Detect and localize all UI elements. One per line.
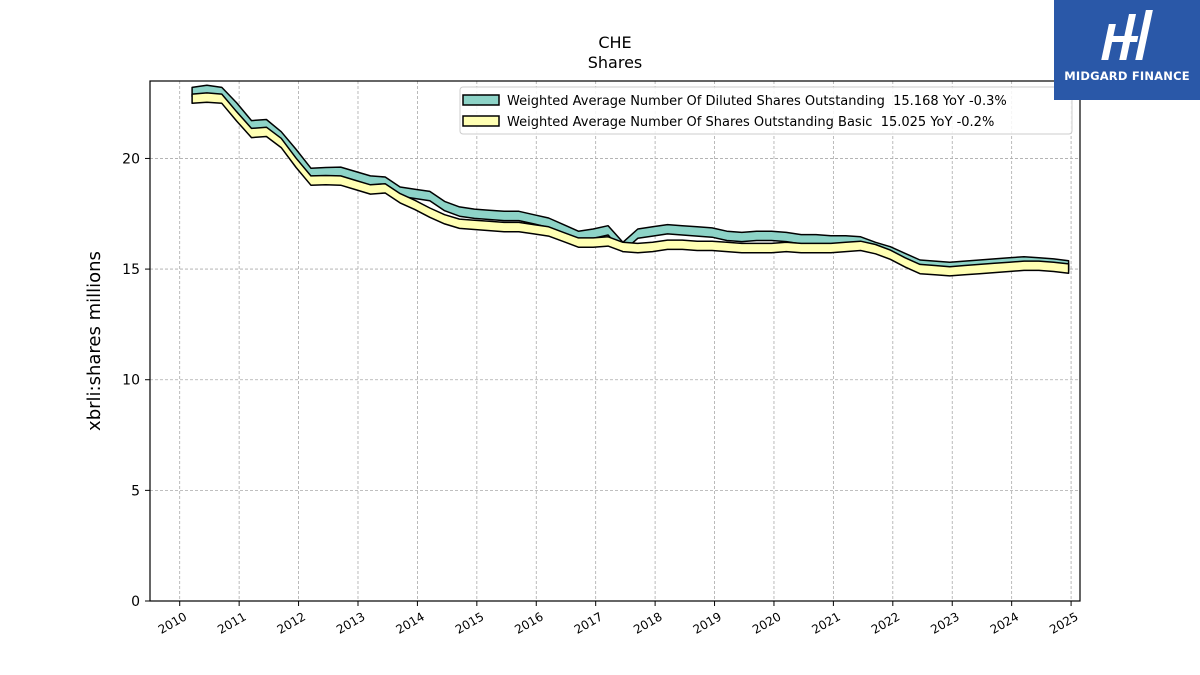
x-tick-label: 2025	[1047, 609, 1080, 636]
legend-frame	[459, 86, 1073, 135]
brand-logo: MIDGARD FINANCE	[1054, 0, 1200, 100]
legend-swatch-basic	[462, 115, 500, 127]
x-tick-label: 2022	[869, 609, 902, 636]
x-tick-label: 2015	[453, 609, 486, 636]
y-tick-label: 5	[131, 483, 140, 499]
x-tick-label: 2012	[275, 609, 308, 636]
x-tick-label: 2013	[334, 609, 367, 636]
x-tick-label: 2017	[572, 609, 605, 636]
logo-text: MIDGARD FINANCE	[1064, 69, 1190, 83]
y-tick-label: 15	[122, 262, 140, 278]
legend-label-diluted: Weighted Average Number Of Diluted Share…	[507, 94, 1007, 109]
x-tick-label: 2010	[156, 609, 189, 636]
chart-title: CHE	[598, 33, 631, 52]
legend: Weighted Average Number Of Diluted Share…	[459, 86, 1073, 135]
legend-swatch-diluted	[462, 94, 500, 106]
x-tick-label: 2020	[750, 609, 783, 636]
x-tick-label: 2018	[631, 609, 664, 636]
x-tick-label: 2023	[928, 609, 961, 636]
x-tick-label: 2019	[691, 609, 724, 636]
logo-mark-icon	[1101, 10, 1153, 60]
y-axis-label: xbrli:shares millions	[84, 251, 105, 431]
series-layer	[191, 84, 1070, 277]
axis-ticks: 0 5 10 15 20 2010 2011 2012 2013 2014 2015 2016 2017…	[122, 151, 1080, 636]
x-tick-label: 2011	[215, 609, 248, 636]
y-tick-label: 20	[122, 151, 140, 167]
series-band-1	[191, 92, 1070, 277]
chart-subtitle: Shares	[588, 53, 643, 72]
x-tick-label: 2014	[393, 609, 426, 636]
plot-frame	[149, 80, 1081, 602]
legend-label-basic: Weighted Average Number Of Shares Outsta…	[507, 115, 994, 130]
y-tick-label: 0	[131, 594, 140, 610]
x-tick-label: 2024	[988, 609, 1021, 636]
x-tick-label: 2021	[809, 609, 842, 636]
x-tick-label: 2016	[512, 609, 545, 636]
grid-lines	[150, 81, 1080, 602]
y-tick-label: 10	[122, 373, 140, 389]
